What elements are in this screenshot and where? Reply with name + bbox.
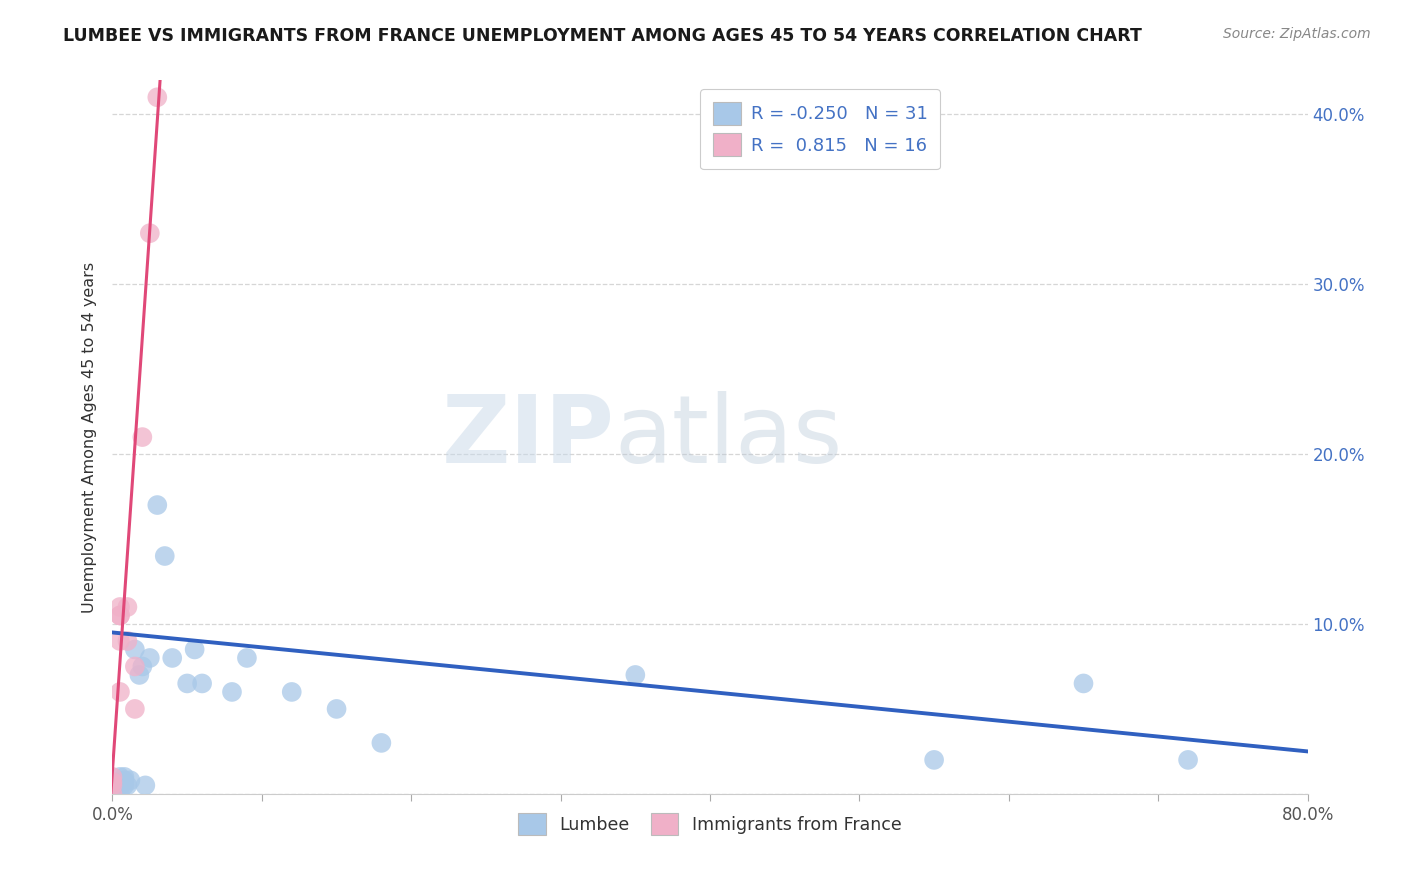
Point <box>221 685 243 699</box>
Point <box>139 651 162 665</box>
Point <box>114 770 135 784</box>
Point <box>101 787 124 801</box>
Point <box>108 634 131 648</box>
Point <box>108 599 131 614</box>
Point <box>108 787 131 801</box>
Text: atlas: atlas <box>614 391 842 483</box>
Point <box>146 90 169 104</box>
Point <box>131 659 153 673</box>
Text: Source: ZipAtlas.com: Source: ZipAtlas.com <box>1223 27 1371 41</box>
Point <box>117 599 139 614</box>
Point <box>108 608 131 623</box>
Point <box>101 775 124 789</box>
Point <box>108 685 131 699</box>
Legend: Lumbee, Immigrants from France: Lumbee, Immigrants from France <box>508 803 912 846</box>
Point <box>1177 753 1199 767</box>
Point <box>134 778 156 792</box>
Point <box>176 676 198 690</box>
Point <box>146 498 169 512</box>
Point <box>108 775 131 789</box>
Point <box>124 659 146 673</box>
Point <box>191 676 214 690</box>
Point <box>183 642 205 657</box>
Point <box>236 651 259 665</box>
Point <box>101 778 124 792</box>
Point <box>1073 676 1095 690</box>
Point <box>114 778 135 792</box>
Point <box>108 608 131 623</box>
Point <box>101 787 124 801</box>
Point <box>117 634 139 648</box>
Text: ZIP: ZIP <box>441 391 614 483</box>
Point <box>325 702 347 716</box>
Point <box>124 702 146 716</box>
Point <box>108 778 131 792</box>
Point <box>131 430 153 444</box>
Point <box>922 753 945 767</box>
Y-axis label: Unemployment Among Ages 45 to 54 years: Unemployment Among Ages 45 to 54 years <box>82 261 97 613</box>
Text: LUMBEE VS IMMIGRANTS FROM FRANCE UNEMPLOYMENT AMONG AGES 45 TO 54 YEARS CORRELAT: LUMBEE VS IMMIGRANTS FROM FRANCE UNEMPLO… <box>63 27 1142 45</box>
Point <box>624 668 647 682</box>
Point <box>114 773 135 788</box>
Point <box>128 668 150 682</box>
Point <box>117 778 139 792</box>
Point <box>108 770 131 784</box>
Point <box>114 775 135 789</box>
Point <box>101 770 124 784</box>
Point <box>162 651 183 665</box>
Point <box>281 685 304 699</box>
Point <box>124 642 146 657</box>
Point <box>139 226 162 240</box>
Point <box>120 773 142 788</box>
Point <box>370 736 392 750</box>
Point <box>153 549 176 563</box>
